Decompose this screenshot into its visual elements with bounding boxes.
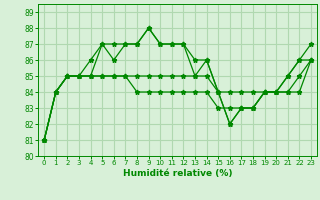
X-axis label: Humidité relative (%): Humidité relative (%) <box>123 169 232 178</box>
